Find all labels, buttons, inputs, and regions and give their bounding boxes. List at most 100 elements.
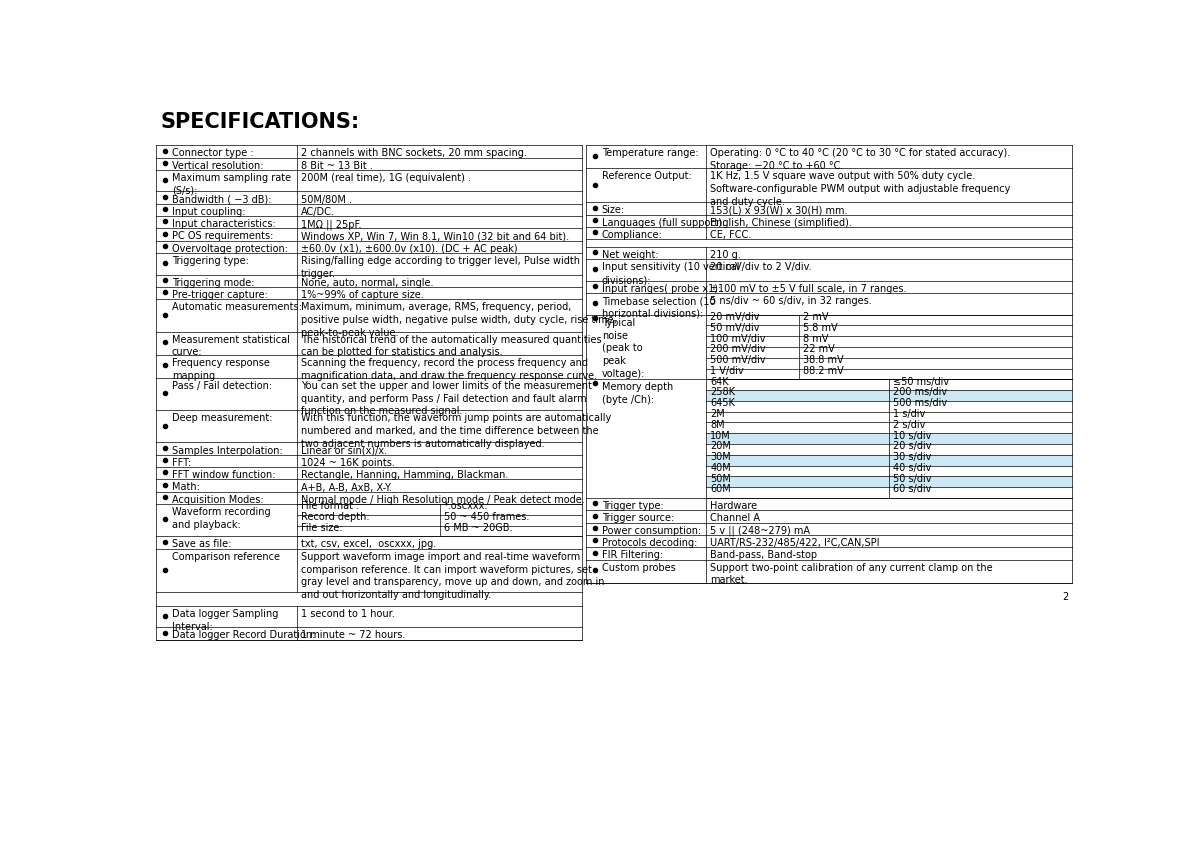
Text: Automatic measurements:: Automatic measurements: <box>172 302 301 312</box>
Text: 200 mV/div: 200 mV/div <box>710 345 766 354</box>
Text: 1 second to 1 hour.: 1 second to 1 hour. <box>301 608 395 619</box>
Text: Overvoltage protection:: Overvoltage protection: <box>172 243 288 254</box>
Text: Bandwidth ( −3 dB):: Bandwidth ( −3 dB): <box>172 195 271 204</box>
Text: 2 s/div: 2 s/div <box>893 420 925 430</box>
Text: Reference Output:: Reference Output: <box>602 171 691 181</box>
Text: 20 s/div: 20 s/div <box>893 442 931 451</box>
Text: Band-pass, Band-stop: Band-pass, Band-stop <box>710 551 817 560</box>
Text: Deep measurement:: Deep measurement: <box>172 414 272 423</box>
Text: 40 s/div: 40 s/div <box>893 463 931 473</box>
Text: Size:: Size: <box>602 205 625 215</box>
Text: Normal mode / High Resolution mode / Peak detect mode.: Normal mode / High Resolution mode / Pea… <box>301 494 584 505</box>
Text: ≤50 ms/div: ≤50 ms/div <box>893 377 949 386</box>
Text: 500 mV/div: 500 mV/div <box>710 355 766 365</box>
Text: Net weight:: Net weight: <box>602 250 659 260</box>
Text: Triggering mode:: Triggering mode: <box>172 277 254 288</box>
Text: 10M: 10M <box>710 431 731 441</box>
Text: Timebase selection (10
horizontal divisions):: Timebase selection (10 horizontal divisi… <box>602 296 715 319</box>
Text: Operating: 0 °C to 40 °C (20 °C to 30 °C for stated accuracy).
Storage: −20 °C t: Operating: 0 °C to 40 °C (20 °C to 30 °C… <box>710 148 1010 171</box>
Text: 6 MB ~ 20GB.: 6 MB ~ 20GB. <box>444 523 512 533</box>
Text: 38.8 mV: 38.8 mV <box>803 355 844 365</box>
Text: Math:: Math: <box>172 483 199 493</box>
Text: Input sensitivity (10 vertical
divisions):: Input sensitivity (10 vertical divisions… <box>602 262 739 285</box>
Text: Memory depth
(byte /Ch):: Memory depth (byte /Ch): <box>602 382 673 405</box>
Text: 50 s/div: 50 s/div <box>893 474 931 483</box>
Text: AC/DC.: AC/DC. <box>301 207 335 217</box>
Text: Custom probes: Custom probes <box>602 563 676 573</box>
Text: File size:: File size: <box>301 523 343 533</box>
Text: Save as file:: Save as file: <box>172 540 232 550</box>
Text: Input ranges( probe x1):: Input ranges( probe x1): <box>602 284 721 294</box>
Text: Support two-point calibration of any current clamp on the
market.: Support two-point calibration of any cur… <box>710 563 992 585</box>
Bar <box>707 477 1073 487</box>
Text: Pre-trigger capture:: Pre-trigger capture: <box>172 290 268 300</box>
Text: 2 channels with BNC sockets, 20 mm spacing.: 2 channels with BNC sockets, 20 mm spaci… <box>301 148 527 158</box>
Text: 40M: 40M <box>710 463 731 473</box>
Text: 20 mV/div to 2 V/div.: 20 mV/div to 2 V/div. <box>710 262 812 272</box>
Text: Power consumption:: Power consumption: <box>602 526 701 535</box>
Text: 1024 ~ 16K points.: 1024 ~ 16K points. <box>301 458 395 468</box>
Text: *.oscxxx.: *.oscxxx. <box>444 501 488 511</box>
Text: A+B, A-B, AxB, X-Y.: A+B, A-B, AxB, X-Y. <box>301 483 392 493</box>
Text: UART/RS-232/485/422, I²C,CAN,SPI: UART/RS-232/485/422, I²C,CAN,SPI <box>710 538 880 548</box>
Text: Data logger Record Duration:: Data logger Record Duration: <box>172 631 316 640</box>
Text: Trigger source:: Trigger source: <box>602 513 674 523</box>
Text: 1%~99% of capture size.: 1%~99% of capture size. <box>301 290 424 300</box>
Text: 20M: 20M <box>710 442 731 451</box>
Text: Trigger type:: Trigger type: <box>602 501 664 511</box>
Text: Support waveform image import and real-time waveform
comparison reference. It ca: Support waveform image import and real-t… <box>301 551 605 600</box>
Text: txt, csv, excel,  oscxxx, jpg.: txt, csv, excel, oscxxx, jpg. <box>301 540 437 550</box>
Text: Input coupling:: Input coupling: <box>172 207 245 217</box>
Text: Protocols decoding:: Protocols decoding: <box>602 538 697 548</box>
Text: You can set the upper and lower limits of the measurement
quantity, and perform : You can set the upper and lower limits o… <box>301 381 592 416</box>
Text: 8 mV: 8 mV <box>803 334 829 344</box>
Text: Languages (full support):: Languages (full support): <box>602 218 725 227</box>
Text: 64K: 64K <box>710 377 728 386</box>
Text: Compliance:: Compliance: <box>602 230 662 240</box>
Text: The historical trend of the automatically measured quantities
can be plotted for: The historical trend of the automaticall… <box>301 334 601 357</box>
Text: Input characteristics:: Input characteristics: <box>172 220 276 229</box>
Text: Windows XP, Win 7, Win 8.1, Win10 (32 bit and 64 bit).: Windows XP, Win 7, Win 8.1, Win10 (32 bi… <box>301 231 569 242</box>
Text: 8 Bit ~ 13 Bit .: 8 Bit ~ 13 Bit . <box>301 161 373 171</box>
Text: Linear or sin(x)/x.: Linear or sin(x)/x. <box>301 446 388 455</box>
Text: None, auto, normal, single.: None, auto, normal, single. <box>301 277 433 288</box>
Text: With this function, the waveform jump points are automatically
numbered and mark: With this function, the waveform jump po… <box>301 414 611 448</box>
Text: 5.8 mV: 5.8 mV <box>803 323 838 333</box>
Text: 8M: 8M <box>710 420 725 430</box>
Text: 30M: 30M <box>710 452 731 462</box>
Text: Data logger Sampling
Interval:: Data logger Sampling Interval: <box>172 608 278 631</box>
Text: English, Chinese (simplified).: English, Chinese (simplified). <box>710 218 852 227</box>
Text: 30 s/div: 30 s/div <box>893 452 931 462</box>
Text: 10 s/div: 10 s/div <box>893 431 931 441</box>
Text: 5 ns/div ~ 60 s/div, in 32 ranges.: 5 ns/div ~ 60 s/div, in 32 ranges. <box>710 296 872 306</box>
Text: 50 ~ 450 frames.: 50 ~ 450 frames. <box>444 512 529 523</box>
Text: 60M: 60M <box>710 484 731 494</box>
Text: SPECIFICATIONS:: SPECIFICATIONS: <box>161 112 360 132</box>
Text: Record depth:: Record depth: <box>301 512 370 523</box>
Text: Temperature range:: Temperature range: <box>602 148 698 158</box>
Text: 1K Hz, 1.5 V square wave output with 50% duty cycle.
Software-configurable PWM o: 1K Hz, 1.5 V square wave output with 50%… <box>710 171 1010 207</box>
Text: Pass / Fail detection:: Pass / Fail detection: <box>172 381 272 391</box>
Text: 5 v || (248~279) mA: 5 v || (248~279) mA <box>710 526 810 536</box>
Text: CE, FCC.: CE, FCC. <box>710 230 751 240</box>
Text: 50M/80M .: 50M/80M . <box>301 195 352 204</box>
Text: ±60.0v (x1), ±600.0v (x10). (DC + AC peak): ±60.0v (x1), ±600.0v (x10). (DC + AC pea… <box>301 243 517 254</box>
Text: Measurement statistical
curve:: Measurement statistical curve: <box>172 334 289 357</box>
Text: FFT window function:: FFT window function: <box>172 471 275 480</box>
Text: 258K: 258K <box>710 387 736 397</box>
Text: 2: 2 <box>1062 591 1068 602</box>
Text: Rising/falling edge according to trigger level, Pulse width
trigger.: Rising/falling edge according to trigger… <box>301 256 580 279</box>
Text: Hardware: Hardware <box>710 501 757 511</box>
Text: Waveform recording
and playback:: Waveform recording and playback: <box>172 507 270 530</box>
Text: 2M: 2M <box>710 409 725 419</box>
Text: Comparison reference: Comparison reference <box>172 551 280 562</box>
Text: 50M: 50M <box>710 474 731 483</box>
Text: Maximum, minimum, average, RMS, frequency, period,
positive pulse width, negativ: Maximum, minimum, average, RMS, frequenc… <box>301 302 617 338</box>
Text: FFT:: FFT: <box>172 458 191 468</box>
Text: Typical
noise
(peak to
peak
voltage):: Typical noise (peak to peak voltage): <box>602 317 646 379</box>
Bar <box>707 390 1073 401</box>
Text: Frequency response
mapping: Frequency response mapping <box>172 357 270 380</box>
Text: 200 ms/div: 200 ms/div <box>893 387 947 397</box>
Text: Samples Interpolation:: Samples Interpolation: <box>172 446 282 455</box>
Text: 1 V/div: 1 V/div <box>710 366 744 376</box>
